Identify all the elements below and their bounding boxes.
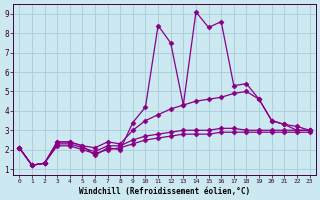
X-axis label: Windchill (Refroidissement éolien,°C): Windchill (Refroidissement éolien,°C) bbox=[79, 187, 250, 196]
